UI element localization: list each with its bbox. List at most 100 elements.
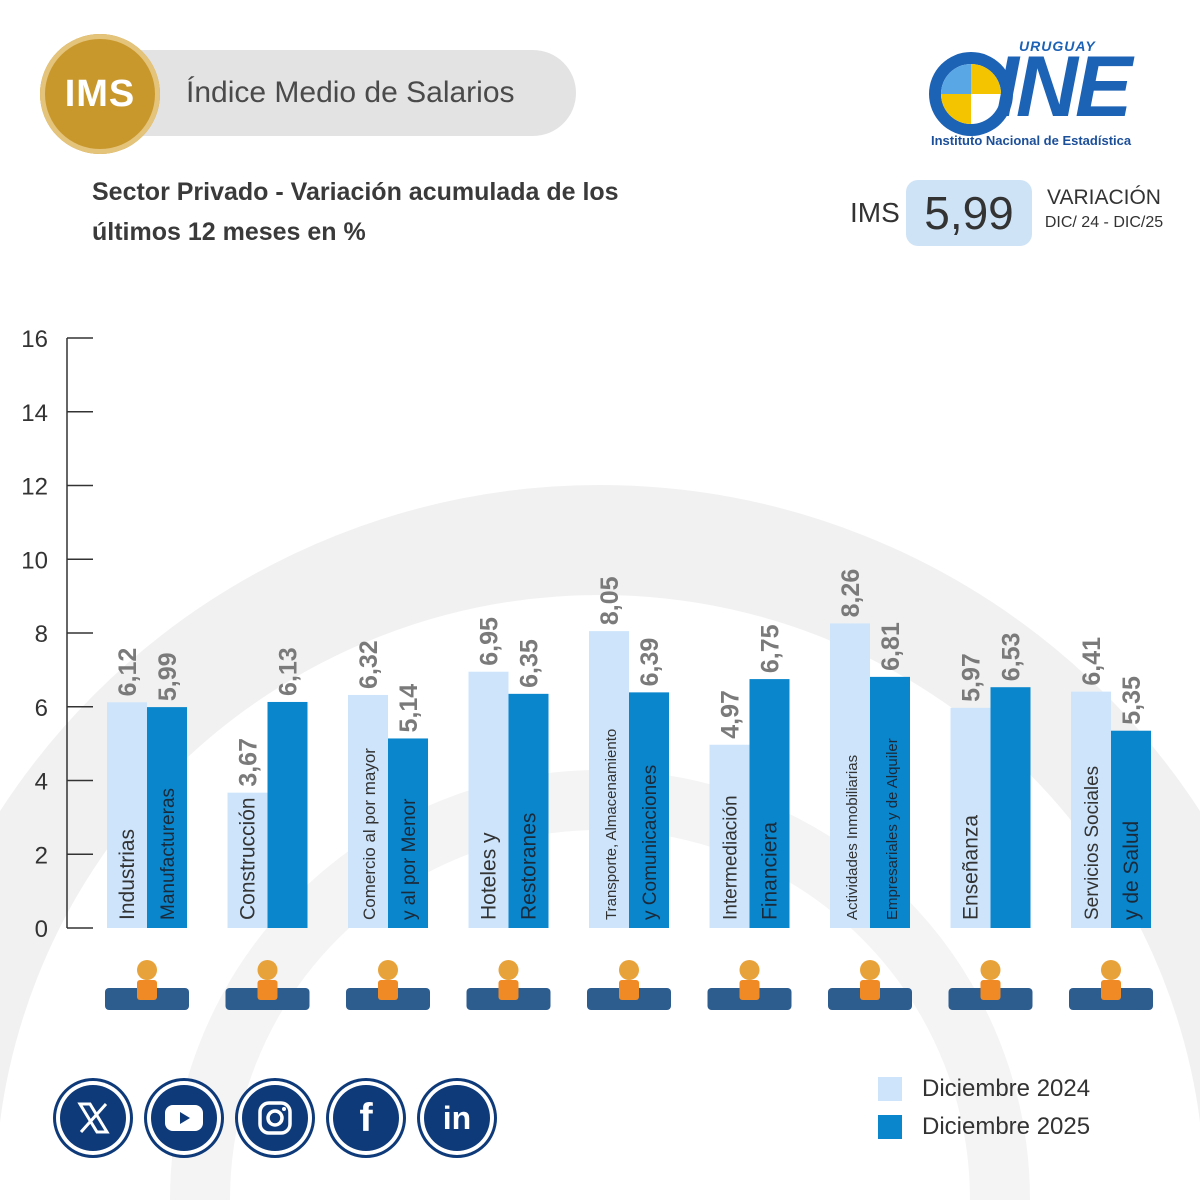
- ims-badge-text: IMS: [64, 72, 136, 115]
- bar-2024: [227, 792, 268, 928]
- market-stall-icon: [346, 960, 430, 1010]
- bar-2025: [749, 679, 790, 928]
- y-tick-label: 4: [35, 769, 48, 796]
- icon-part: [739, 960, 760, 980]
- data-label-2024: 6,32: [355, 640, 383, 689]
- category-label: y al por Menor: [399, 798, 420, 920]
- category-label: Manufactureras: [158, 788, 179, 920]
- icon-part: [378, 980, 398, 1000]
- bar-2024: [107, 702, 147, 928]
- bar-2025: [267, 701, 308, 928]
- y-tick-label: 14: [21, 400, 48, 427]
- category-label: Financiera: [759, 822, 782, 920]
- category-label: Industrias: [116, 829, 139, 920]
- data-label-2024: 6,12: [114, 648, 142, 697]
- y-tick-label: 10: [21, 547, 48, 574]
- logo-mark: INE: [995, 39, 1132, 135]
- data-label-2025: 5,35: [1118, 676, 1146, 725]
- variation-label: VARIACIÓN: [1047, 186, 1161, 209]
- data-label-2025: 5,99: [154, 652, 182, 701]
- indicator-value-box: 5,99: [906, 180, 1032, 246]
- icon-part: [257, 980, 278, 1000]
- data-label-2024: 8,26: [837, 569, 865, 618]
- data-label-2025: 6,35: [516, 639, 544, 688]
- social-links: f in: [60, 1085, 515, 1151]
- construction-worker-icon: [225, 960, 310, 1010]
- icon-part: [378, 960, 398, 980]
- bar-2025: [629, 692, 669, 928]
- category-label: Construcción: [237, 797, 260, 920]
- legend-item-2025: Diciembre 2025: [878, 1108, 1090, 1146]
- bar-2025: [388, 738, 428, 928]
- bar-2025: [990, 687, 1031, 928]
- legend-swatch-2024: [878, 1077, 902, 1101]
- instagram-icon: [258, 1101, 292, 1135]
- data-label-2025: 5,14: [395, 684, 423, 733]
- category-label: Intermediación: [721, 795, 742, 920]
- facebook-icon: f: [359, 1095, 373, 1140]
- logo-uruguay: URUGUAY: [1019, 38, 1096, 54]
- data-label-2025: 6,75: [757, 624, 785, 673]
- y-tick-label: 0: [35, 916, 48, 943]
- bar-2024: [468, 671, 509, 928]
- data-label-2024: 5,97: [958, 653, 986, 702]
- y-tick-label: 2: [35, 842, 48, 869]
- category-label: Actividades Inmobiliarias: [844, 755, 861, 920]
- bar-2024: [348, 694, 388, 928]
- category-label: Transporte, Almacenamiento: [603, 729, 620, 920]
- y-tick-label: 6: [35, 695, 48, 722]
- data-label-2025: 6,13: [275, 647, 303, 696]
- page-title: Índice Medio de Salarios: [186, 76, 515, 109]
- category-label: y Comunicaciones: [640, 765, 661, 920]
- data-label-2024: 8,05: [596, 576, 624, 625]
- category-label: y de Salud: [1120, 821, 1143, 920]
- transport-icon: [587, 960, 671, 1010]
- category-label: Servicios Sociales: [1082, 766, 1103, 920]
- category-label: Restoranes: [518, 813, 541, 920]
- y-tick-label: 8: [35, 621, 48, 648]
- icon-part: [137, 980, 157, 1000]
- category-label: Enseñanza: [960, 815, 983, 920]
- ims-badge: IMS: [40, 34, 160, 154]
- y-tick-label: 16: [21, 326, 48, 353]
- icon-part: [1101, 980, 1121, 1000]
- legend-label-2025: Diciembre 2025: [922, 1113, 1091, 1140]
- logo-caption: Instituto Nacional de Estadística: [931, 133, 1132, 148]
- icon-part: [498, 980, 519, 1000]
- icon-part: [498, 960, 519, 980]
- icon-part: [980, 960, 1001, 980]
- graduate-icon: [948, 960, 1033, 1010]
- x-link[interactable]: [60, 1085, 126, 1151]
- legend-label-2024: Diciembre 2024: [922, 1075, 1091, 1102]
- bar-2025: [1111, 730, 1151, 928]
- data-label-2025: 6,39: [636, 638, 664, 687]
- youtube-link[interactable]: [151, 1085, 217, 1151]
- hospital-icon: [1069, 960, 1153, 1010]
- bar-chart: 0 2 4 6 8 10 12 14 16 6,12 Industrias 5,99 Manufactu…: [21, 326, 1153, 1010]
- bar-2025: [147, 707, 187, 928]
- linkedin-icon: in: [442, 1099, 472, 1136]
- icon-part: [860, 960, 880, 980]
- data-label-2025: 6,53: [998, 633, 1026, 682]
- icon-part: [137, 960, 157, 980]
- factory-worker-icon: [105, 960, 189, 1010]
- y-tick-label: 12: [21, 474, 48, 501]
- data-label-2024: 3,67: [235, 738, 263, 787]
- bar-2024: [1071, 691, 1111, 928]
- indicator-variation: VARIACIÓN DIC/ 24 - DIC/25: [1044, 186, 1164, 232]
- category-label: Hoteles y: [478, 832, 501, 920]
- subtitle-line2: últimos 12 meses en %: [92, 218, 366, 246]
- data-label-2024: 6,41: [1078, 637, 1106, 686]
- chart-subtitle: Sector Privado - Variación acumulada de …: [92, 172, 682, 252]
- icon-part: [980, 980, 1001, 1000]
- linkedin-link[interactable]: in: [424, 1085, 490, 1151]
- icon-part: [257, 960, 278, 980]
- restaurant-icon: [466, 960, 551, 1010]
- bar-2025: [508, 693, 549, 928]
- bar-2024: [709, 744, 750, 928]
- icon-part: [860, 980, 880, 1000]
- instagram-link[interactable]: [242, 1085, 308, 1151]
- legend-item-2024: Diciembre 2024: [878, 1070, 1090, 1108]
- finance-icon: [707, 960, 792, 1010]
- facebook-link[interactable]: f: [333, 1085, 399, 1151]
